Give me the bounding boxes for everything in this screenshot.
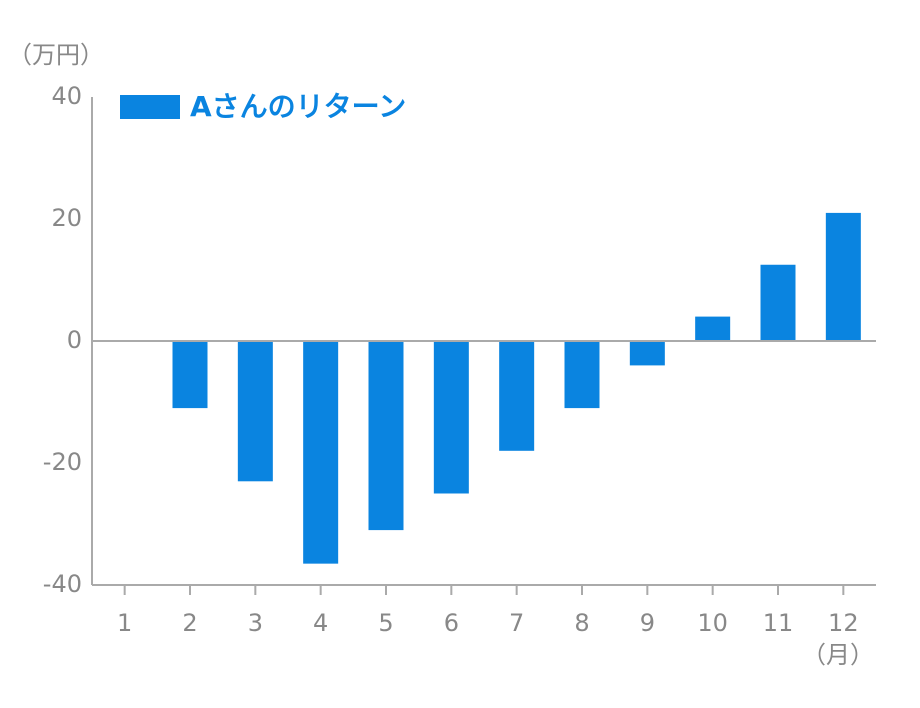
legend-swatch (120, 95, 180, 119)
y-unit: （万円） (8, 41, 104, 69)
y-tick-label: 40 (51, 82, 82, 110)
bar (760, 264, 796, 341)
y-tick-label: 0 (67, 326, 82, 354)
bar (499, 341, 535, 451)
bar (303, 341, 339, 564)
bar (825, 212, 861, 341)
x-tick-label: 2 (182, 609, 197, 637)
bar (629, 341, 665, 366)
x-tick-label: 3 (248, 609, 263, 637)
y-tick-label: -20 (43, 448, 82, 476)
bar (695, 316, 731, 341)
x-unit: （月） (802, 641, 874, 669)
bar (433, 341, 469, 494)
bar (172, 341, 208, 409)
bar (237, 341, 273, 482)
x-tick-label: 6 (444, 609, 459, 637)
x-tick-label: 12 (828, 609, 859, 637)
y-tick-label: 20 (51, 204, 82, 232)
x-tick-label: 4 (313, 609, 328, 637)
x-tick-label: 9 (640, 609, 655, 637)
x-tick-label: 11 (763, 609, 794, 637)
y-tick-label: -40 (43, 570, 82, 598)
x-tick-label: 8 (574, 609, 589, 637)
bar (368, 341, 404, 531)
x-tick-label: 5 (378, 609, 393, 637)
x-tick-label: 1 (117, 609, 132, 637)
x-tick-label: 7 (509, 609, 524, 637)
bar (564, 341, 600, 409)
legend-label: Aさんのリターン (190, 90, 406, 123)
x-tick-label: 10 (697, 609, 728, 637)
